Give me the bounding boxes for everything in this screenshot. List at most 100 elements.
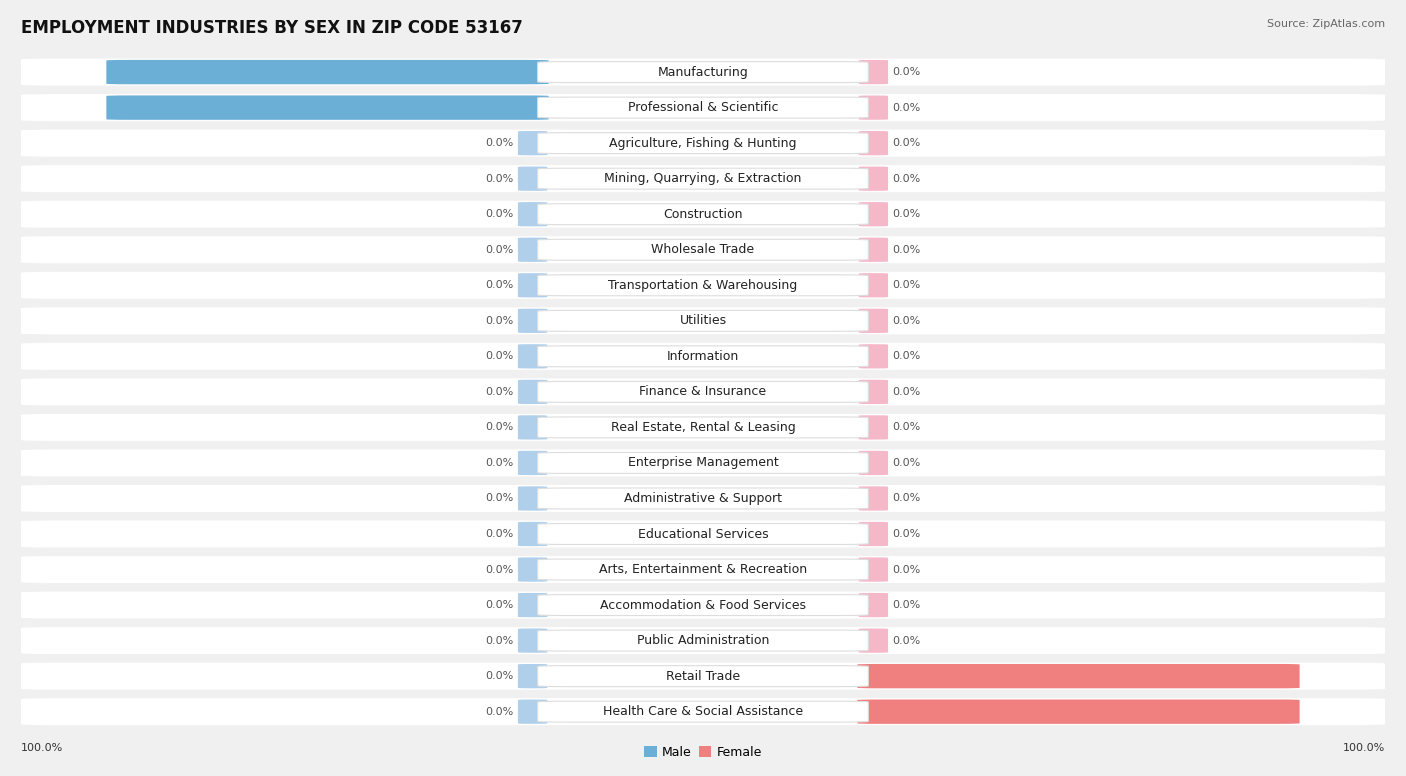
FancyBboxPatch shape <box>859 487 889 511</box>
FancyBboxPatch shape <box>859 557 889 582</box>
Text: 0.0%: 0.0% <box>893 529 921 539</box>
FancyBboxPatch shape <box>21 94 1385 121</box>
FancyBboxPatch shape <box>859 273 889 297</box>
FancyBboxPatch shape <box>537 666 869 687</box>
Text: 0.0%: 0.0% <box>893 138 921 148</box>
FancyBboxPatch shape <box>517 557 547 582</box>
FancyBboxPatch shape <box>537 524 869 545</box>
Text: 0.0%: 0.0% <box>485 138 513 148</box>
FancyBboxPatch shape <box>859 131 889 155</box>
Text: 0.0%: 0.0% <box>893 422 921 432</box>
Text: 0.0%: 0.0% <box>893 102 921 113</box>
FancyBboxPatch shape <box>859 167 889 191</box>
Text: 0.0%: 0.0% <box>893 458 921 468</box>
Text: 100.0%: 100.0% <box>1343 743 1385 753</box>
FancyBboxPatch shape <box>537 559 869 580</box>
Text: Mining, Quarrying, & Extraction: Mining, Quarrying, & Extraction <box>605 172 801 185</box>
FancyBboxPatch shape <box>21 130 1385 157</box>
FancyBboxPatch shape <box>537 239 869 260</box>
Text: Enterprise Management: Enterprise Management <box>627 456 779 469</box>
Text: Manufacturing: Manufacturing <box>658 66 748 78</box>
FancyBboxPatch shape <box>537 61 869 82</box>
Text: 0.0%: 0.0% <box>485 244 513 255</box>
Text: Real Estate, Rental & Leasing: Real Estate, Rental & Leasing <box>610 421 796 434</box>
FancyBboxPatch shape <box>859 309 889 333</box>
Text: 0.0%: 0.0% <box>485 387 513 397</box>
FancyBboxPatch shape <box>537 702 869 722</box>
FancyBboxPatch shape <box>858 664 1299 688</box>
FancyBboxPatch shape <box>21 414 1385 441</box>
FancyBboxPatch shape <box>859 451 889 475</box>
FancyBboxPatch shape <box>21 165 1385 192</box>
Text: Wholesale Trade: Wholesale Trade <box>651 243 755 256</box>
Text: Information: Information <box>666 350 740 363</box>
FancyBboxPatch shape <box>858 699 1299 724</box>
FancyBboxPatch shape <box>537 133 869 154</box>
Text: Accommodation & Food Services: Accommodation & Food Services <box>600 598 806 611</box>
FancyBboxPatch shape <box>537 381 869 403</box>
FancyBboxPatch shape <box>537 310 869 331</box>
Text: 0.0%: 0.0% <box>893 636 921 646</box>
Legend: Male, Female: Male, Female <box>640 741 766 764</box>
Text: 100.0%: 100.0% <box>1302 671 1348 681</box>
Text: 0.0%: 0.0% <box>893 244 921 255</box>
FancyBboxPatch shape <box>21 485 1385 512</box>
FancyBboxPatch shape <box>859 593 889 617</box>
FancyBboxPatch shape <box>517 202 547 227</box>
Text: 0.0%: 0.0% <box>485 280 513 290</box>
FancyBboxPatch shape <box>517 273 547 297</box>
FancyBboxPatch shape <box>537 275 869 296</box>
FancyBboxPatch shape <box>21 307 1385 334</box>
FancyBboxPatch shape <box>859 521 889 546</box>
FancyBboxPatch shape <box>537 630 869 651</box>
Text: 0.0%: 0.0% <box>485 422 513 432</box>
Text: 0.0%: 0.0% <box>485 352 513 362</box>
Text: Public Administration: Public Administration <box>637 634 769 647</box>
FancyBboxPatch shape <box>21 379 1385 405</box>
FancyBboxPatch shape <box>21 591 1385 618</box>
Text: Arts, Entertainment & Recreation: Arts, Entertainment & Recreation <box>599 563 807 576</box>
Text: Construction: Construction <box>664 208 742 220</box>
FancyBboxPatch shape <box>537 417 869 438</box>
FancyBboxPatch shape <box>517 237 547 262</box>
FancyBboxPatch shape <box>859 379 889 404</box>
FancyBboxPatch shape <box>517 487 547 511</box>
FancyBboxPatch shape <box>859 95 889 120</box>
FancyBboxPatch shape <box>517 309 547 333</box>
Text: 0.0%: 0.0% <box>893 352 921 362</box>
Text: 0.0%: 0.0% <box>893 316 921 326</box>
Text: 0.0%: 0.0% <box>485 316 513 326</box>
FancyBboxPatch shape <box>21 343 1385 370</box>
FancyBboxPatch shape <box>21 272 1385 299</box>
FancyBboxPatch shape <box>517 664 547 688</box>
FancyBboxPatch shape <box>517 451 547 475</box>
Text: EMPLOYMENT INDUSTRIES BY SEX IN ZIP CODE 53167: EMPLOYMENT INDUSTRIES BY SEX IN ZIP CODE… <box>21 19 523 37</box>
FancyBboxPatch shape <box>21 201 1385 227</box>
FancyBboxPatch shape <box>21 627 1385 654</box>
Text: Educational Services: Educational Services <box>638 528 768 541</box>
FancyBboxPatch shape <box>517 521 547 546</box>
Text: 0.0%: 0.0% <box>893 600 921 610</box>
Text: 0.0%: 0.0% <box>893 387 921 397</box>
Text: 100.0%: 100.0% <box>58 67 104 77</box>
Text: 100.0%: 100.0% <box>21 743 63 753</box>
Text: Agriculture, Fishing & Hunting: Agriculture, Fishing & Hunting <box>609 137 797 150</box>
Text: 0.0%: 0.0% <box>893 494 921 504</box>
FancyBboxPatch shape <box>517 379 547 404</box>
Text: 0.0%: 0.0% <box>485 565 513 574</box>
FancyBboxPatch shape <box>537 346 869 367</box>
Text: 100.0%: 100.0% <box>58 102 104 113</box>
FancyBboxPatch shape <box>21 698 1385 726</box>
Text: 0.0%: 0.0% <box>893 565 921 574</box>
FancyBboxPatch shape <box>21 556 1385 583</box>
Text: Administrative & Support: Administrative & Support <box>624 492 782 505</box>
Text: 0.0%: 0.0% <box>485 529 513 539</box>
FancyBboxPatch shape <box>859 202 889 227</box>
FancyBboxPatch shape <box>859 415 889 439</box>
FancyBboxPatch shape <box>517 131 547 155</box>
FancyBboxPatch shape <box>21 663 1385 690</box>
Text: 0.0%: 0.0% <box>893 210 921 219</box>
FancyBboxPatch shape <box>517 629 547 653</box>
Text: 0.0%: 0.0% <box>485 494 513 504</box>
Text: 100.0%: 100.0% <box>1302 707 1348 717</box>
